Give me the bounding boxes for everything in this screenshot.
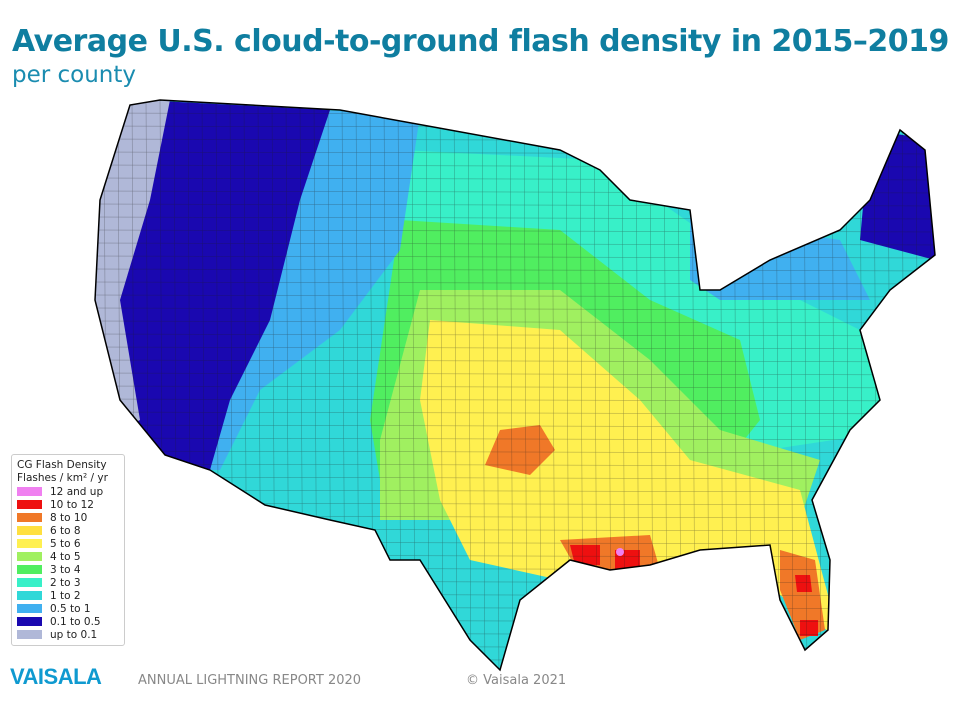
legend-swatch: [17, 617, 42, 626]
legend-item: 6 to 8: [17, 524, 119, 537]
region-10-to-12-florida: [795, 575, 818, 636]
legend-swatch: [17, 552, 42, 561]
legend-swatch: [17, 487, 42, 496]
legend-item: up to 0.1: [17, 628, 119, 641]
legend: CG Flash Density Flashes / km² / yr 12 a…: [11, 454, 125, 646]
report-name: ANNUAL LIGHTNING REPORT 2020: [138, 673, 362, 688]
region-12-and-up: [616, 548, 624, 556]
legend-item: 10 to 12: [17, 498, 119, 511]
us-outline: [94, 99, 936, 672]
copyright: © Vaisala 2021: [466, 673, 567, 688]
legend-item: 0.5 to 1: [17, 602, 119, 615]
legend-label: 3 to 4: [50, 563, 81, 576]
legend-swatch: [17, 500, 42, 509]
legend-label: 12 and up: [50, 485, 104, 498]
legend-label: 4 to 5: [50, 550, 81, 563]
legend-swatch: [17, 604, 42, 613]
legend-label: 0.1 to 0.5: [50, 615, 101, 628]
legend-label: 1 to 2: [50, 589, 81, 602]
legend-item: 5 to 6: [17, 537, 119, 550]
legend-units: Flashes / km² / yr: [17, 472, 108, 484]
legend-label: up to 0.1: [50, 628, 98, 641]
page-subtitle: per county: [12, 62, 137, 88]
legend-swatch: [17, 526, 42, 535]
legend-item: 1 to 2: [17, 589, 119, 602]
legend-label: 8 to 10: [50, 511, 88, 524]
legend-label: 0.5 to 1: [50, 602, 91, 615]
legend-label: 2 to 3: [50, 576, 81, 589]
legend-swatch: [17, 513, 42, 522]
legend-label: 6 to 8: [50, 524, 81, 537]
legend-swatch: [17, 578, 42, 587]
legend-label: 10 to 12: [50, 498, 94, 511]
legend-title: CG Flash Density: [17, 459, 107, 471]
legend-item: 0.1 to 0.5: [17, 615, 119, 628]
region-8-to-10-oklahoma: [485, 425, 555, 475]
vaisala-logo: VAISALA: [10, 664, 102, 689]
legend-item: 2 to 3: [17, 576, 119, 589]
legend-label: 5 to 6: [50, 537, 81, 550]
legend-swatch: [17, 539, 42, 548]
legend-swatch: [17, 565, 42, 574]
region-8-to-10-florida: [780, 550, 825, 640]
legend-swatch: [17, 591, 42, 600]
legend-item: 8 to 10: [17, 511, 119, 524]
legend-item: 12 and up: [17, 485, 119, 498]
legend-item: 3 to 4: [17, 563, 119, 576]
legend-swatch: [17, 630, 42, 639]
legend-item: 4 to 5: [17, 550, 119, 563]
page-title: Average U.S. cloud-to-ground flash densi…: [12, 24, 949, 59]
